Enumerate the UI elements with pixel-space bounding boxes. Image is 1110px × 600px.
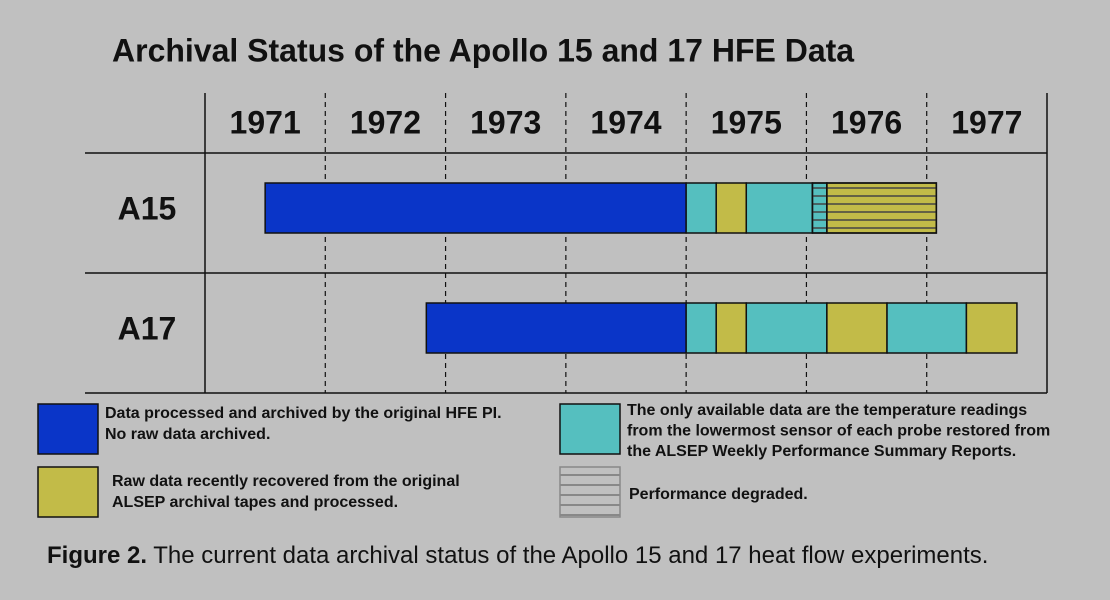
- year-label: 1971: [230, 104, 301, 140]
- caption-label: Figure 2.: [47, 542, 147, 569]
- legend-label: Data processed and archived by the origi…: [105, 405, 502, 422]
- segment: [715, 302, 748, 354]
- year-label: 1976: [831, 104, 902, 140]
- year-label: 1975: [711, 104, 782, 140]
- legend-swatch: [37, 466, 99, 518]
- legend-label: Raw data recently recovered from the ori…: [112, 473, 460, 490]
- degraded-hatch: [811, 182, 828, 234]
- year-label: 1973: [470, 104, 541, 140]
- legend-label: The only available data are the temperat…: [627, 402, 1027, 419]
- caption: Figure 2. The current data archival stat…: [47, 542, 988, 569]
- segment: [425, 302, 687, 354]
- year-label: 1972: [350, 104, 421, 140]
- row-label: A15: [118, 190, 177, 226]
- segment: [965, 302, 1018, 354]
- segment: [264, 182, 687, 234]
- segment: [685, 182, 717, 234]
- legend-label: from the lowermost sensor of each probe …: [627, 423, 1050, 440]
- segment: [715, 182, 748, 234]
- year-label: 1977: [951, 104, 1022, 140]
- segment: [745, 182, 814, 234]
- row-label: A17: [118, 310, 177, 346]
- segment: [745, 302, 828, 354]
- year-label: 1974: [590, 104, 661, 140]
- legend-label: the ALSEP Weekly Performance Summary Rep…: [627, 443, 1016, 460]
- degraded-hatch: [826, 182, 938, 234]
- legend-label: Performance degraded.: [629, 486, 808, 503]
- legend-label: ALSEP archival tapes and processed.: [112, 494, 398, 511]
- caption-text: The current data archival status of the …: [153, 542, 988, 569]
- legend-swatch: [559, 466, 621, 518]
- segment: [886, 302, 968, 354]
- segment: [826, 302, 888, 354]
- legend-label: No raw data archived.: [105, 426, 270, 443]
- segment: [685, 302, 717, 354]
- chart-title: Archival Status of the Apollo 15 and 17 …: [112, 32, 854, 68]
- legend-swatch: [37, 403, 99, 455]
- legend-swatch: [559, 403, 621, 455]
